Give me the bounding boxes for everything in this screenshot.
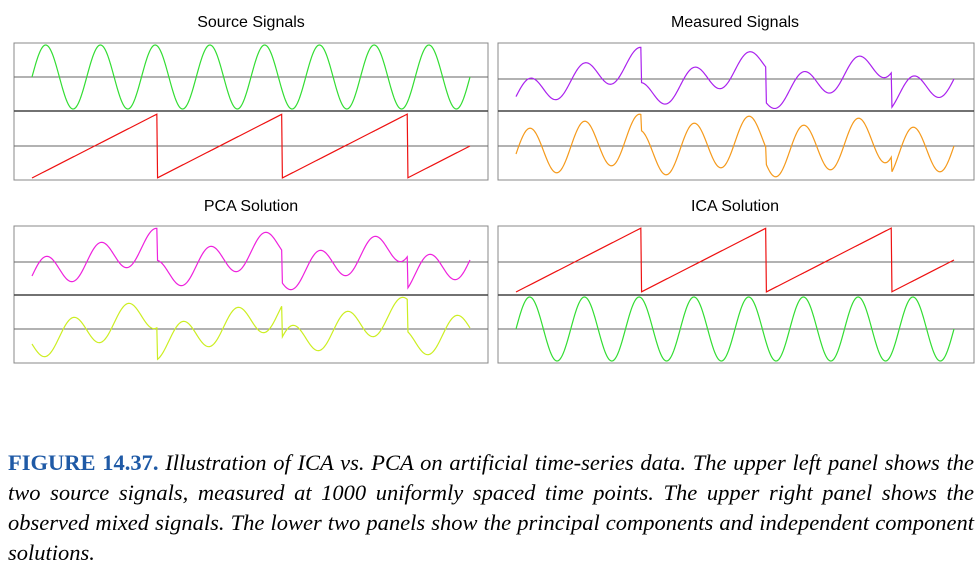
signal-trace-sine	[31, 44, 471, 110]
figure-caption: FIGURE 14.37. Illustration of ICA vs. PC…	[8, 448, 974, 568]
panel-ica-solution: ICA Solution	[497, 198, 975, 364]
signal-trace-sawtooth	[515, 227, 955, 293]
signal-trace-sine	[515, 296, 955, 362]
panel-pca-solution: PCA Solution	[13, 198, 489, 364]
panel-source-signals: Source Signals	[13, 14, 489, 181]
caption-text: Illustration of ICA vs. PCA on artificia…	[8, 450, 974, 565]
panel-title: ICA Solution	[691, 198, 779, 215]
panel-title: Measured Signals	[671, 14, 799, 31]
signal-trace-sawtooth	[31, 113, 471, 179]
signal-trace-pca-2	[31, 296, 471, 361]
signal-trace-pca-1	[31, 227, 471, 291]
panel-measured-signals: Measured Signals	[497, 14, 975, 181]
panel-title: Source Signals	[197, 14, 305, 31]
figure-label: FIGURE 14.37.	[8, 450, 159, 475]
panel-title: PCA Solution	[204, 198, 298, 215]
signal-trace-mix-b	[515, 113, 955, 178]
signal-trace-mix-a	[515, 46, 955, 110]
ica-pca-figure: Source Signals Measured Signals PCA Solu…	[13, 14, 975, 364]
